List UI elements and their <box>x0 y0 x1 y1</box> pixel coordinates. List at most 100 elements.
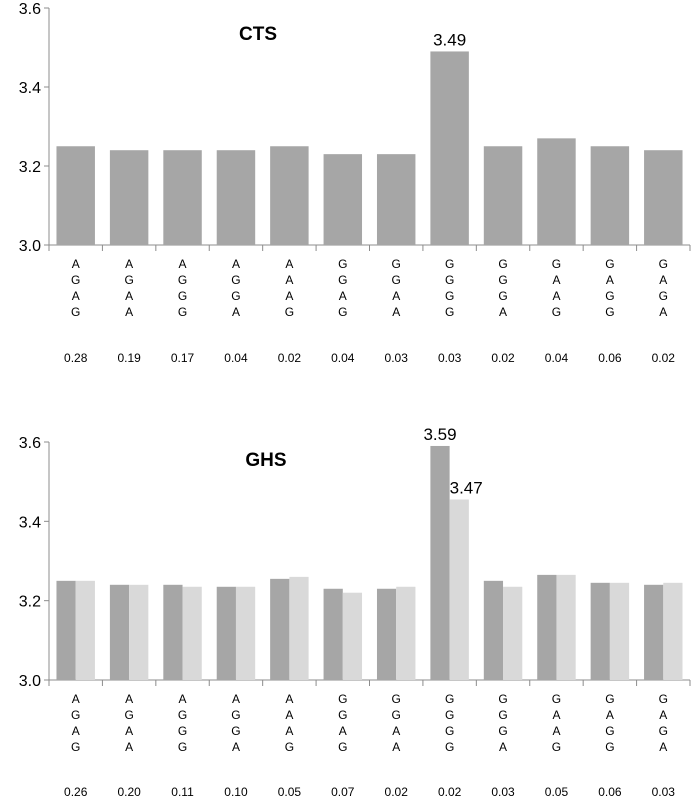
cts-haplotype-letter: A <box>72 257 80 271</box>
ghs-haplotype-letter: G <box>178 724 187 738</box>
cts-haplotype-letter: G <box>124 273 133 287</box>
cts-bar-s0-3 <box>216 150 256 245</box>
cts-frequency-label: 0.19 <box>117 351 141 365</box>
ghs-haplotype-letter: A <box>659 708 667 722</box>
ghs-haplotype-letter: A <box>125 692 133 706</box>
cts-haplotype-letter: A <box>339 289 347 303</box>
ghs-haplotype-letter: G <box>178 740 187 754</box>
ghs-bar-s0-1 <box>109 584 130 680</box>
ghs-haplotype-letter: G <box>71 740 80 754</box>
cts-haplotype-letter: A <box>552 273 560 287</box>
ghs-y-tick-label: 3.0 <box>19 673 41 690</box>
ghs-haplotype-letter: G <box>498 708 507 722</box>
ghs-haplotype-letter: A <box>606 708 614 722</box>
cts-bar-s0-8 <box>483 146 523 245</box>
ghs-haplotype-letter: G <box>498 692 507 706</box>
cts-haplotype-letter: G <box>231 289 240 303</box>
cts-haplotype-letter: A <box>125 305 133 319</box>
ghs-haplotype-letter: A <box>499 740 507 754</box>
cts-bar-s0-2 <box>163 150 202 245</box>
ghs-frequency-label: 0.06 <box>598 785 622 799</box>
cts-haplotype-letter: G <box>231 273 240 287</box>
cts-y-tick-label: 3.0 <box>19 238 41 255</box>
cts-haplotype-letter: G <box>552 257 561 271</box>
cts-haplotype-letter: G <box>392 257 401 271</box>
cts-haplotype-letter: G <box>178 289 187 303</box>
cts-haplotype-letter: A <box>392 305 400 319</box>
ghs-haplotype-letter: A <box>232 692 240 706</box>
ghs-frequency-label: 0.02 <box>385 785 409 799</box>
cts-haplotype-letter: A <box>552 289 560 303</box>
ghs-bar-s1-7 <box>449 499 469 680</box>
ghs-bar-s1-2 <box>182 586 202 680</box>
ghs-bar-s1-6 <box>396 586 416 680</box>
ghs-haplotype-letter: G <box>552 692 561 706</box>
ghs-haplotype-letter: A <box>552 708 560 722</box>
cts-frequency-label: 0.04 <box>545 351 569 365</box>
cts-haplotype-letter: A <box>125 289 133 303</box>
cts-haplotype-letter: G <box>71 273 80 287</box>
cts-haplotype-letter: G <box>445 305 454 319</box>
ghs-haplotype-letter: G <box>392 708 401 722</box>
ghs-haplotype-letter: A <box>285 724 293 738</box>
ghs-haplotype-letter: G <box>445 724 454 738</box>
ghs-bar-s0-7 <box>430 445 450 680</box>
ghs-frequency-label: 0.10 <box>224 785 248 799</box>
ghs-bar-s1-1 <box>129 584 149 680</box>
cts-haplotype-letter: A <box>179 257 187 271</box>
ghs-y-tick-label: 3.4 <box>19 514 41 531</box>
cts-haplotype-letter: G <box>605 257 614 271</box>
cts-bar-s0-9 <box>537 138 576 245</box>
cts-haplotype-letter: A <box>659 305 667 319</box>
ghs-bar-s1-5 <box>342 592 363 680</box>
ghs-haplotype-letter: G <box>659 724 668 738</box>
cts-y-tick-label: 3.2 <box>19 159 41 176</box>
cts-frequency-label: 0.03 <box>438 351 462 365</box>
cts-haplotype-letter: A <box>392 289 400 303</box>
ghs-frequency-label: 0.20 <box>117 785 141 799</box>
cts-haplotype-letter: G <box>338 257 347 271</box>
cts-frequency-label: 0.17 <box>171 351 195 365</box>
ghs-haplotype-letter: A <box>125 740 133 754</box>
ghs-haplotype-letter: G <box>445 740 454 754</box>
ghs-chart-title: GHS <box>245 450 286 471</box>
cts-haplotype-letter: G <box>445 289 454 303</box>
ghs-data-label: 3.59 <box>423 425 456 444</box>
ghs-frequency-label: 0.26 <box>64 785 88 799</box>
ghs-bar-s0-9 <box>537 574 557 680</box>
ghs-bar-s1-3 <box>235 586 256 680</box>
ghs-haplotype-letter: G <box>605 740 614 754</box>
ghs-bar-s1-11 <box>663 582 683 680</box>
cts-frequency-label: 0.02 <box>278 351 302 365</box>
ghs-haplotype-letter: G <box>285 740 294 754</box>
ghs-haplotype-letter: A <box>232 740 240 754</box>
cts-haplotype-letter: G <box>498 257 507 271</box>
ghs-bar-s1-8 <box>503 586 523 680</box>
cts-frequency-label: 0.03 <box>385 351 409 365</box>
ghs-bar-s0-6 <box>376 588 397 680</box>
ghs-bar-s1-10 <box>609 582 630 680</box>
ghs-frequency-label: 0.03 <box>491 785 515 799</box>
cts-haplotype-letter: A <box>285 289 293 303</box>
ghs-haplotype-letter: G <box>552 740 561 754</box>
ghs-haplotype-letter: G <box>445 708 454 722</box>
ghs-bar-s0-5 <box>323 588 343 680</box>
cts-haplotype-letter: A <box>125 257 133 271</box>
ghs-haplotype-letter: A <box>659 740 667 754</box>
ghs-chart: 3.03.23.43.6GHS3.593.47AGAGAGAAAGGGAGGAA… <box>19 425 691 799</box>
cts-haplotype-letter: G <box>71 305 80 319</box>
cts-haplotype-letter: G <box>178 273 187 287</box>
ghs-haplotype-letter: G <box>498 724 507 738</box>
cts-bar-s0-7 <box>430 51 469 246</box>
cts-haplotype-letter: G <box>605 289 614 303</box>
ghs-haplotype-letter: G <box>659 692 668 706</box>
ghs-data-label: 3.47 <box>450 479 483 498</box>
cts-bar-s0-0 <box>56 146 95 245</box>
ghs-frequency-label: 0.07 <box>331 785 355 799</box>
ghs-bar-s1-4 <box>289 576 309 680</box>
cts-bar-s0-4 <box>270 146 309 245</box>
cts-frequency-label: 0.02 <box>652 351 676 365</box>
ghs-bar-s0-8 <box>483 580 504 680</box>
cts-haplotype-letter: A <box>232 257 240 271</box>
